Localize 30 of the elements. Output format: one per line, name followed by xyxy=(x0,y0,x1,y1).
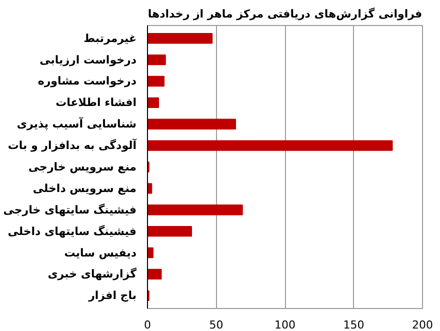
bar xyxy=(148,76,164,87)
bar xyxy=(148,140,393,151)
bar xyxy=(148,33,213,44)
y-tick-label: شناسایی آسیب پذیری xyxy=(16,116,137,131)
bar xyxy=(148,54,166,66)
y-tick-label: باج افزار xyxy=(88,289,136,302)
x-tick-label: 200 xyxy=(412,318,433,331)
y-tick-label: دیفیس سایت xyxy=(64,246,137,260)
bar xyxy=(148,204,243,216)
y-tick-label: منع سرویس داخلی xyxy=(32,182,137,195)
y-tick-label: درخواست ارزیابی xyxy=(40,53,137,66)
y-tick-label: گزارشهای خبری xyxy=(48,268,138,281)
y-tick-label: منع سرویس خارجی xyxy=(28,160,137,174)
y-tick-label: فیشینگ سایتهای داخلی xyxy=(8,224,137,238)
bar xyxy=(148,183,152,194)
y-tick-label: آلودگی به بدافزار و بات xyxy=(8,138,137,152)
bar xyxy=(148,118,236,130)
bar xyxy=(148,247,154,258)
y-tick-label: افشاء اطلاعات xyxy=(56,96,137,110)
y-tick-label: درخواست مشاوره xyxy=(38,74,137,88)
x-tick-label: 50 xyxy=(209,318,224,331)
bar xyxy=(148,268,162,280)
y-tick-label: فیشینگ سایتهای خارجی xyxy=(3,203,137,216)
x-tick-label: 100 xyxy=(274,318,296,331)
chart-title: فراوانی گزارش‌های دریافتی مرکز ماهر از رخدادها xyxy=(148,8,422,20)
x-tick-label: 0 xyxy=(144,318,151,331)
bar xyxy=(148,97,159,108)
x-tick-label: 150 xyxy=(343,318,364,331)
bar xyxy=(148,226,192,237)
y-tick-label: غیرمرتبط xyxy=(84,32,137,45)
